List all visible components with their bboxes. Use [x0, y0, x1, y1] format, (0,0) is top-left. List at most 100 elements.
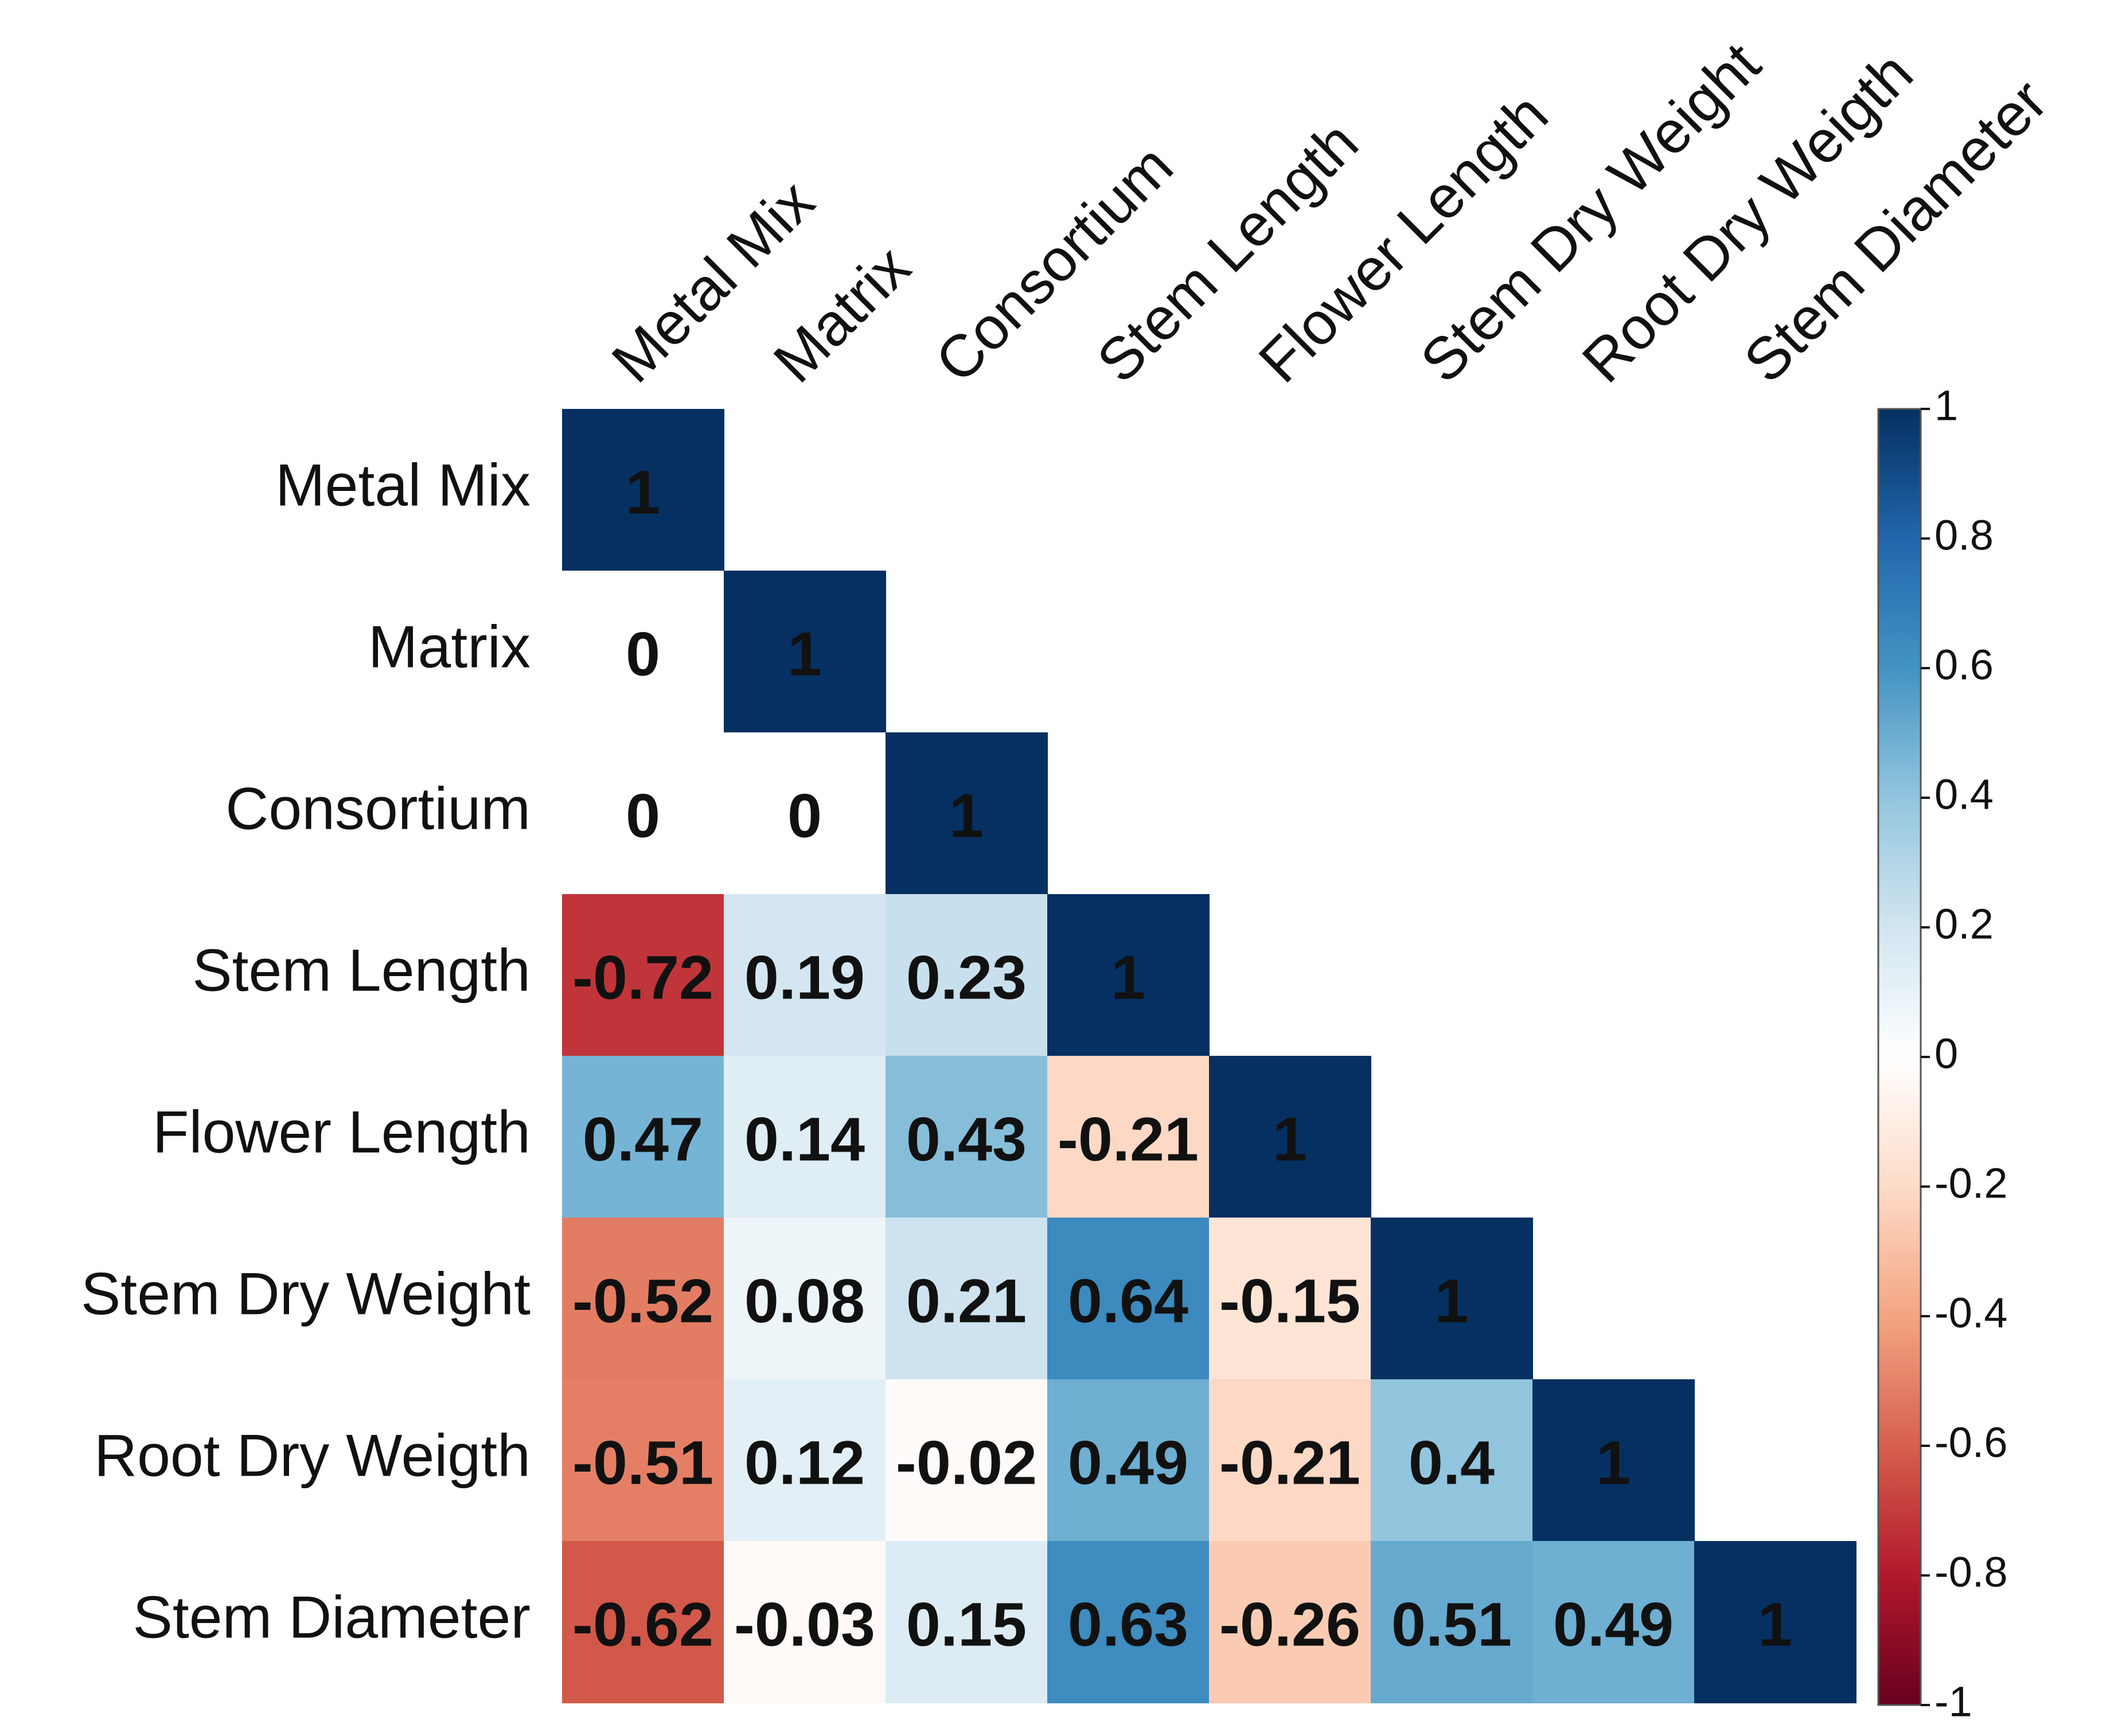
row-labels: Metal Mix Matrix Consortium Stem Length Flow… — [81, 452, 531, 1651]
heatmap-cell — [1532, 1379, 1695, 1542]
colorbar-tick-label: 0.2 — [1934, 900, 1994, 948]
heatmap-cell — [562, 409, 724, 571]
cell-value-label: -0.02 — [896, 1428, 1037, 1497]
heatmap-cell — [1371, 1541, 1533, 1703]
heatmap-cell — [1047, 1379, 1210, 1542]
cell-value-label: 1 — [1111, 943, 1145, 1012]
row-label-matrix: Matrix — [368, 614, 531, 680]
heatmap-cell — [1047, 1218, 1210, 1380]
heatmap-cell — [724, 571, 886, 733]
column-label-flower-length: Flower Length — [1246, 81, 1561, 395]
row-label-stem-diameter: Stem Diameter — [132, 1584, 531, 1651]
heatmap-cell — [886, 1541, 1048, 1703]
cell-value-label: 0.51 — [1391, 1590, 1512, 1659]
cell-value-label: 0.21 — [906, 1266, 1027, 1336]
cell-value-label: 0.4 — [1409, 1428, 1495, 1497]
row-label-stem-length: Stem Length — [192, 937, 531, 1004]
heatmap-cell — [562, 732, 724, 895]
heatmap-cell — [724, 1541, 886, 1703]
heatmap-cell — [724, 732, 886, 895]
colorbar-tick-label: -0.6 — [1934, 1419, 2008, 1466]
cell-value-label: 0.19 — [744, 943, 865, 1012]
cell-value-label: -0.62 — [572, 1590, 713, 1659]
colorbar-tick-label: -1 — [1934, 1678, 1972, 1726]
heatmap-cell — [724, 1218, 886, 1380]
cell-value-label: 0.47 — [583, 1105, 703, 1174]
cell-value-label: -0.72 — [572, 943, 713, 1012]
heatmap-cell-labels: 1 0 1 0 0 1 -0.72 0.19 0.23 1 0.47 0.14 0.43 -0.21 1 -0… — [572, 458, 1792, 1659]
heatmap-cell — [886, 1379, 1048, 1542]
heatmap-cell — [1209, 1056, 1371, 1218]
cell-value-label: 1 — [1596, 1428, 1631, 1497]
column-label-matrix: Matrix — [761, 233, 923, 395]
cell-value-label: -0.26 — [1219, 1590, 1360, 1659]
heatmap-cell — [1047, 894, 1210, 1056]
row-label-metal-mix: Metal Mix — [275, 452, 531, 518]
heatmap-cell — [1532, 1541, 1695, 1703]
heatmap-cell — [562, 1379, 724, 1542]
cell-value-label: -0.03 — [734, 1590, 875, 1659]
cell-value-label: 0 — [626, 619, 660, 689]
heatmap-cells — [562, 409, 1856, 1703]
colorbar-tick-label: 0.4 — [1934, 771, 1994, 818]
colorbar-tick-label: -0.2 — [1934, 1160, 2008, 1207]
row-label-stem-dry-weight: Stem Dry Weight — [81, 1261, 531, 1327]
cell-value-label: 1 — [626, 458, 660, 527]
cell-value-label: 0.43 — [906, 1105, 1027, 1174]
heatmap-cell — [1694, 1541, 1856, 1703]
heatmap-cell — [1209, 1541, 1371, 1703]
row-label-root-dry-weigth: Root Dry Weigth — [94, 1422, 531, 1489]
cell-value-label: 0.08 — [744, 1266, 865, 1336]
cell-value-label: 0.15 — [906, 1590, 1027, 1659]
cell-value-label: 0.63 — [1068, 1590, 1188, 1659]
colorbar-tick-label: 0 — [1934, 1030, 1958, 1078]
heatmap-cell — [562, 1541, 724, 1703]
colorbar: 1 0.8 0.6 0.4 0.2 0 -0.2 -0.4 -0.6 -0.8 -1 — [1877, 382, 2008, 1726]
heatmap-cell — [886, 1218, 1048, 1380]
cell-value-label: 1 — [1758, 1590, 1792, 1659]
heatmap-cell — [724, 894, 886, 1056]
heatmap-cell — [886, 1056, 1048, 1218]
heatmap-cell — [1209, 1218, 1371, 1380]
colorbar-gradient — [1877, 408, 1922, 1706]
cell-value-label: -0.51 — [572, 1428, 713, 1497]
heatmap-cell — [1047, 1541, 1210, 1703]
cell-value-label: 1 — [1273, 1105, 1307, 1174]
colorbar-tick-label: -0.8 — [1934, 1548, 2008, 1596]
heatmap-cell — [562, 1218, 724, 1380]
heatmap-cell — [724, 1379, 886, 1542]
colorbar-tick-label: 0.8 — [1934, 512, 1994, 559]
heatmap-cell — [724, 1056, 886, 1218]
cell-value-label: -0.21 — [1219, 1428, 1360, 1497]
heatmap-cell — [1371, 1218, 1533, 1380]
heatmap-cell — [562, 1056, 724, 1218]
heatmap-cell — [562, 571, 724, 733]
colorbar-tick-label: 0.6 — [1934, 641, 1994, 689]
heatmap-cell — [1047, 1056, 1210, 1218]
heatmap-cell — [1209, 1379, 1371, 1542]
cell-value-label: 0.49 — [1068, 1428, 1188, 1497]
heatmap-cell — [886, 732, 1048, 895]
cell-value-label: 0.23 — [906, 943, 1027, 1012]
cell-value-label: 0 — [787, 781, 822, 851]
cell-value-label: 1 — [1434, 1266, 1469, 1336]
cell-value-label: -0.15 — [1219, 1266, 1360, 1336]
cell-value-label: -0.52 — [572, 1266, 713, 1336]
cell-value-label: -0.21 — [1058, 1105, 1199, 1174]
colorbar-tick-label: 1 — [1934, 382, 1958, 430]
cell-value-label: 0 — [626, 781, 660, 851]
row-label-consortium: Consortium — [225, 775, 531, 842]
cell-value-label: 0.14 — [744, 1105, 865, 1174]
row-label-flower-length: Flower Length — [153, 1099, 531, 1165]
colorbar-tick-label: -0.4 — [1934, 1289, 2008, 1337]
cell-value-label: 1 — [949, 781, 984, 851]
heatmap-cell — [1371, 1379, 1533, 1542]
cell-value-label: 0.49 — [1553, 1590, 1674, 1659]
heatmap-cell — [562, 894, 724, 1056]
cell-value-label: 0.64 — [1068, 1266, 1188, 1336]
cell-value-label: 0.12 — [744, 1428, 865, 1497]
cell-value-label: 1 — [787, 619, 822, 689]
heatmap-cell — [886, 894, 1048, 1056]
